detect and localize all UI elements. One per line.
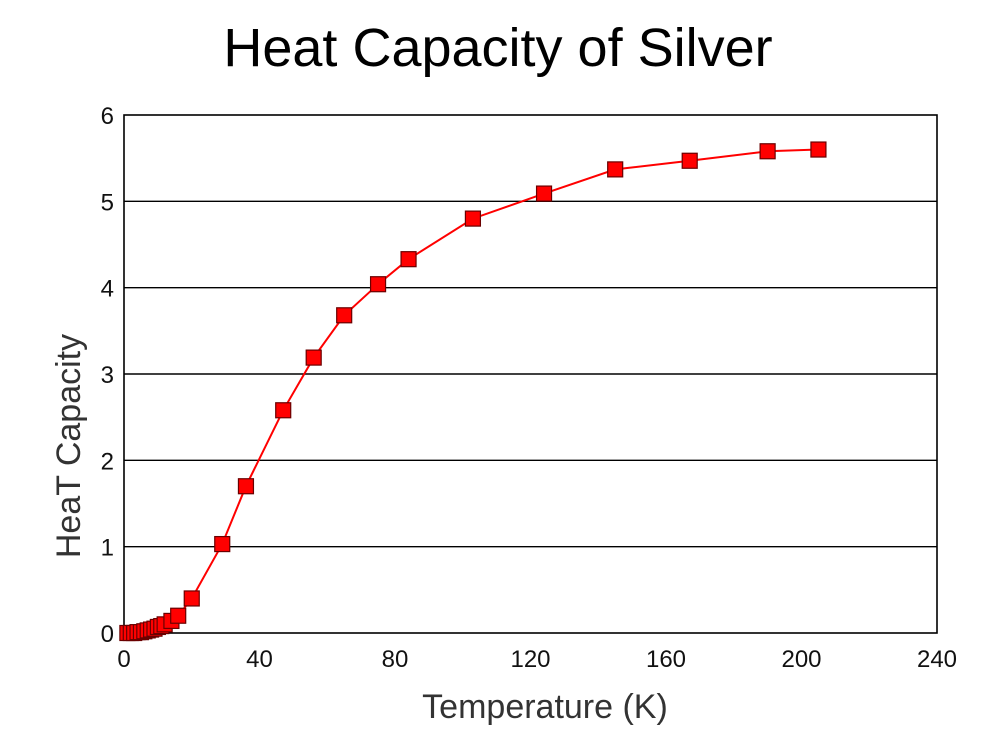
plot-frame: [123, 114, 938, 634]
x-tick-label: 160: [646, 646, 686, 673]
data-point-marker: [535, 185, 553, 202]
x-tick-label: 120: [510, 646, 550, 673]
data-point-marker: [464, 210, 482, 227]
data-point-marker: [170, 607, 187, 624]
y-tick-label: 3: [101, 362, 114, 389]
y-tick-label: 4: [101, 276, 114, 303]
y-axis-ticks: 0 1 2 3 4 5 6: [101, 103, 114, 648]
data-point-marker: [607, 161, 624, 178]
data-point-marker: [336, 307, 353, 324]
data-point-marker: [810, 141, 827, 158]
x-tick-label: 0: [117, 646, 130, 673]
x-tick-label: 240: [917, 646, 957, 673]
series-layer: [119, 141, 827, 642]
chart-title: Heat Capacity of Silver: [223, 18, 772, 78]
y-tick-label: 6: [101, 103, 114, 130]
data-point-marker: [214, 535, 231, 553]
y-tick-label: 0: [101, 621, 114, 648]
x-axis-label: Temperature (K): [422, 688, 668, 726]
y-tick-label: 1: [101, 535, 114, 562]
gridlines: [124, 200, 937, 548]
data-point-marker: [305, 349, 322, 366]
x-tick-label: 40: [246, 646, 273, 673]
data-point-marker: [759, 143, 776, 160]
y-axis-label: HeaT Capacity: [50, 334, 88, 558]
y-tick-label: 5: [101, 189, 114, 216]
data-point-marker: [183, 590, 200, 607]
data-point-marker: [681, 152, 698, 169]
data-point-marker: [400, 251, 417, 268]
data-point-marker: [237, 478, 255, 495]
data-point-marker: [369, 276, 387, 293]
y-tick-label: 2: [101, 448, 114, 475]
x-tick-label: 80: [382, 646, 409, 673]
x-axis-ticks: 0 40 80 120 160 200 240: [117, 646, 957, 673]
x-tick-label: 200: [781, 646, 821, 673]
data-point-marker: [275, 402, 292, 419]
